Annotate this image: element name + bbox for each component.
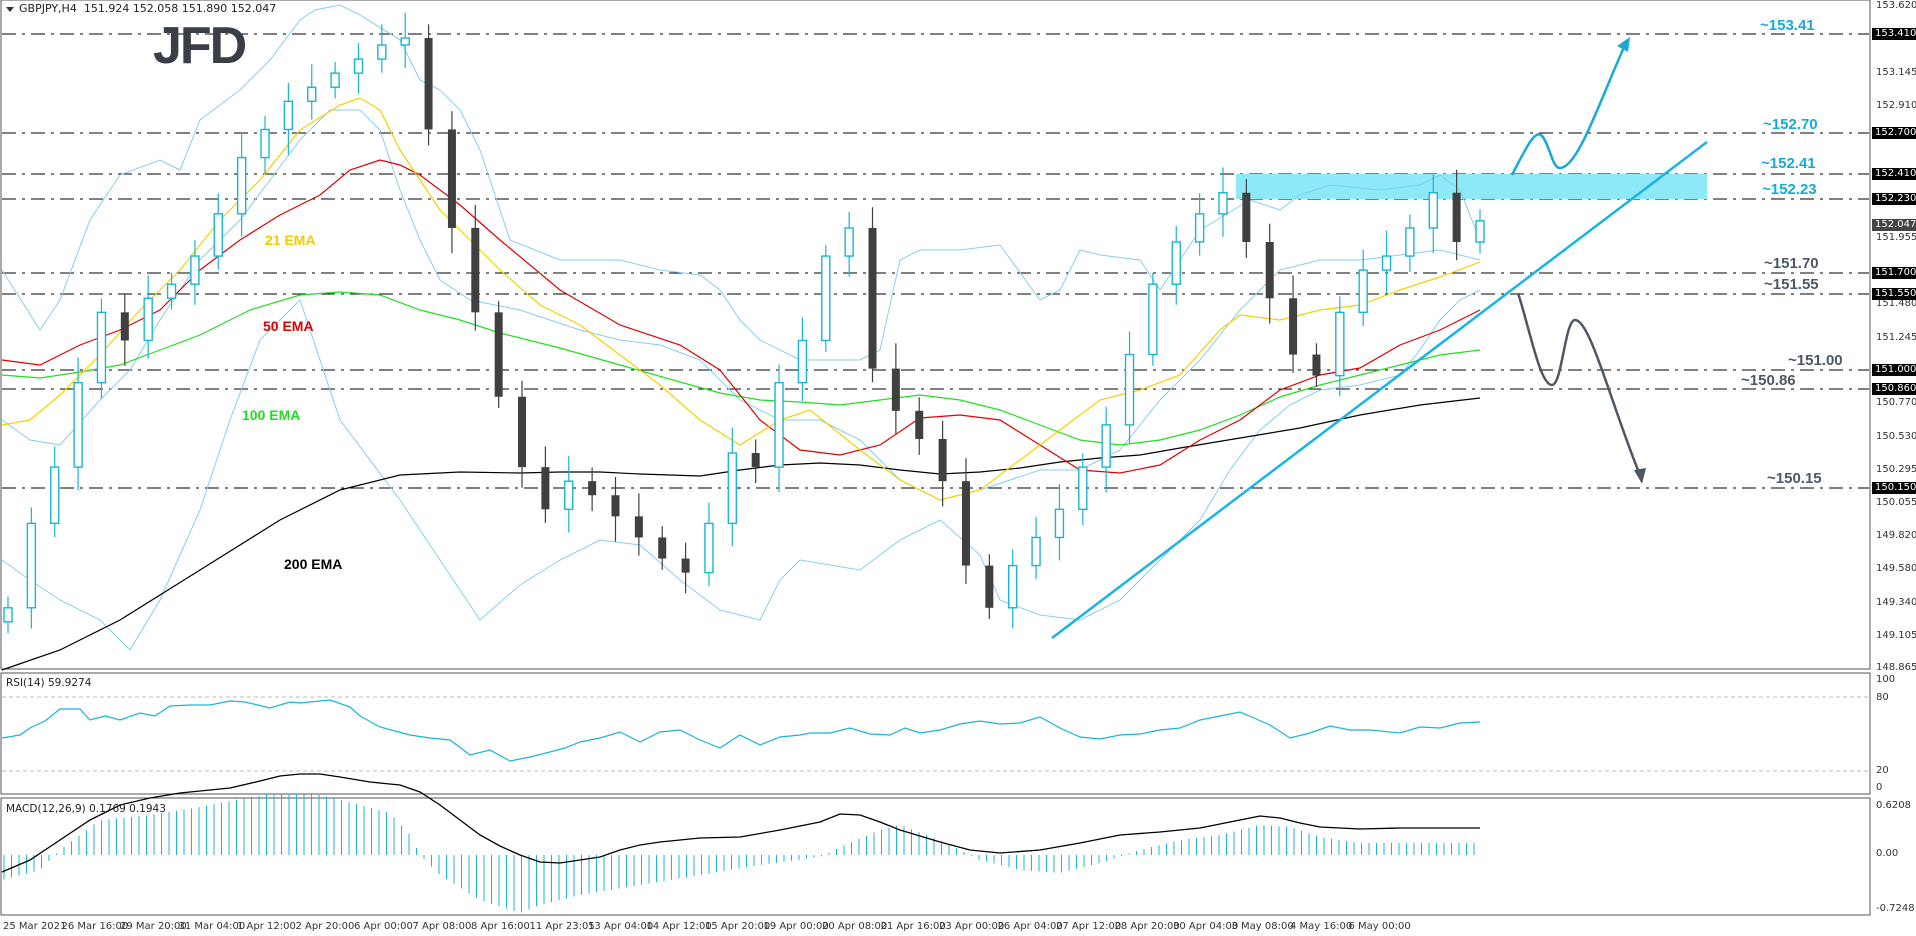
level-price-box: 153.410 [1872, 28, 1916, 40]
ema21-line [1, 97, 1481, 501]
time-tick: 2 Apr 20:00 [295, 921, 355, 932]
annotation-15100: ~151.00 [1788, 352, 1843, 369]
price-tick: 151.955 [1876, 232, 1916, 243]
price-tick: 149.820 [1876, 530, 1916, 541]
annotation-15015: ~150.15 [1767, 470, 1822, 487]
annotation-15155: ~151.55 [1764, 276, 1819, 293]
price-tick: 153.145 [1876, 67, 1916, 78]
level-price-box: 151.700 [1872, 267, 1916, 279]
time-tick: 14 Apr 12:00 [646, 921, 712, 932]
bearish-scenario-arrow [1516, 292, 1640, 471]
level-price-box: 152.230 [1872, 193, 1916, 205]
annotation-15086: ~150.86 [1741, 372, 1796, 389]
macd-label: MACD(12,26,9) 0.1769 0.1943 [6, 803, 166, 815]
ema100-line [1, 291, 1481, 446]
rsi-panel-frame [0, 672, 1871, 795]
macd-signal-line [1, 773, 1480, 873]
symbol-timeframe: GBPJPY,H4 [19, 2, 77, 15]
level-price-box: 152.700 [1872, 127, 1916, 139]
rsi-label: RSI(14) 59.9274 [6, 677, 92, 689]
bollinger-bands [1, 4, 1481, 651]
rsi-tick: 20 [1876, 765, 1889, 776]
time-tick: 25 Mar 2021 [3, 921, 67, 932]
time-tick: 20 Apr 08:00 [822, 921, 888, 932]
ema200-label: 200 EMA [284, 556, 343, 572]
macd-panel-frame [0, 797, 1871, 916]
time-tick: 7 Apr 08:00 [412, 921, 472, 932]
ohlc-values: 151.924 152.058 151.890 152.047 [83, 2, 277, 15]
macd-tick: -0.7248 [1876, 903, 1915, 914]
time-tick: 6 Apr 00:00 [354, 921, 413, 932]
macd-tick: 0.6208 [1876, 800, 1911, 811]
ema50-line [1, 159, 1481, 474]
level-price-box: 150.860 [1872, 383, 1916, 395]
annotation-15241: ~152.41 [1761, 155, 1816, 172]
time-tick: 31 Mar 04:00 [178, 921, 246, 932]
bearish-arrowhead-icon [1634, 468, 1646, 484]
bullish-scenario-arrow [1510, 44, 1627, 176]
price-tick: 150.295 [1876, 464, 1916, 475]
rsi-tick: 100 [1876, 674, 1896, 685]
price-tick: 153.620 [1876, 0, 1916, 11]
time-tick: 28 Apr 20:00 [1114, 921, 1180, 932]
main-panel-frame [0, 0, 1871, 670]
time-tick: 21 Apr 16:00 [880, 921, 946, 932]
time-tick: 29 Mar 20:00 [120, 921, 187, 932]
time-tick: 30 Apr 04:00 [1173, 921, 1239, 932]
price-tick: 151.245 [1876, 332, 1916, 343]
rsi-tick: 0 [1876, 782, 1883, 793]
price-tick: 152.910 [1876, 100, 1916, 111]
time-tick: 15 Apr 20:00 [705, 921, 771, 932]
annotation-15170: ~151.70 [1764, 255, 1819, 272]
time-tick: 27 Apr 12:00 [1056, 921, 1122, 932]
ema100-label: 100 EMA [242, 407, 301, 423]
time-tick: 4 May 16:00 [1290, 921, 1353, 932]
annotation-15223: ~152.23 [1762, 181, 1817, 198]
time-tick: 26 Apr 04:00 [997, 921, 1063, 932]
price-tick: 151.480 [1876, 298, 1916, 309]
jfd-logo: JFD [153, 17, 247, 75]
ema21-label: 21 EMA [265, 232, 316, 248]
level-price-box: 151.000 [1872, 364, 1916, 376]
annotation-15341: ~153.41 [1760, 17, 1815, 34]
time-tick: 6 May 00:00 [1348, 921, 1411, 932]
resistance-zone [1236, 174, 1707, 199]
bullish-arrowhead-icon [1617, 37, 1630, 52]
time-tick: 26 Mar 16:00 [61, 921, 129, 932]
price-tick: 150.055 [1876, 497, 1916, 508]
annotation-15270: ~152.70 [1763, 116, 1818, 133]
chart-header: GBPJPY,H4 151.924 152.058 151.890 152.04… [6, 2, 276, 15]
macd-histogram [3, 793, 1475, 913]
time-tick: 3 May 08:00 [1231, 921, 1294, 932]
level-price-box: 150.150 [1872, 482, 1916, 494]
time-tick: 11 Apr 23:05 [529, 921, 595, 932]
time-tick: 23 Apr 00:00 [939, 921, 1005, 932]
price-tick: 148.865 [1876, 662, 1916, 673]
uptrend-line [1051, 141, 1708, 639]
macd-tick: 0.00 [1876, 848, 1899, 859]
candlesticks [3, 12, 1485, 634]
time-tick: 13 Apr 04:00 [588, 921, 654, 932]
rsi-tick: 80 [1876, 692, 1889, 703]
rsi-line [1, 699, 1481, 762]
price-tick: 149.105 [1876, 630, 1916, 641]
time-tick: 19 Apr 00:00 [763, 921, 829, 932]
level-price-box: 152.410 [1872, 168, 1916, 180]
time-tick: 1 Apr 12:00 [237, 921, 296, 932]
ema50-label: 50 EMA [263, 318, 314, 334]
time-tick: 8 Apr 16:00 [471, 921, 530, 932]
current-price-box: 152.047 [1872, 219, 1916, 231]
price-tick: 149.340 [1876, 597, 1916, 608]
price-tick: 150.770 [1876, 397, 1916, 408]
price-tick: 150.530 [1876, 431, 1916, 442]
price-tick: 149.580 [1876, 563, 1916, 574]
level-price-box: 151.550 [1872, 288, 1916, 300]
collapse-triangle-icon[interactable] [6, 6, 14, 12]
